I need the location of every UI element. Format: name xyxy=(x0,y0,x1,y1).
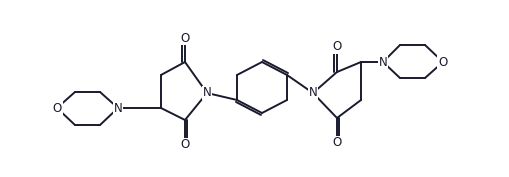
Text: O: O xyxy=(180,32,190,44)
Text: O: O xyxy=(180,138,190,152)
Text: O: O xyxy=(438,56,447,68)
Text: N: N xyxy=(379,56,387,68)
Text: N: N xyxy=(308,87,318,99)
Text: N: N xyxy=(114,101,122,115)
Text: O: O xyxy=(52,101,62,115)
Text: O: O xyxy=(332,136,342,150)
Text: O: O xyxy=(332,41,342,53)
Text: N: N xyxy=(203,87,211,99)
